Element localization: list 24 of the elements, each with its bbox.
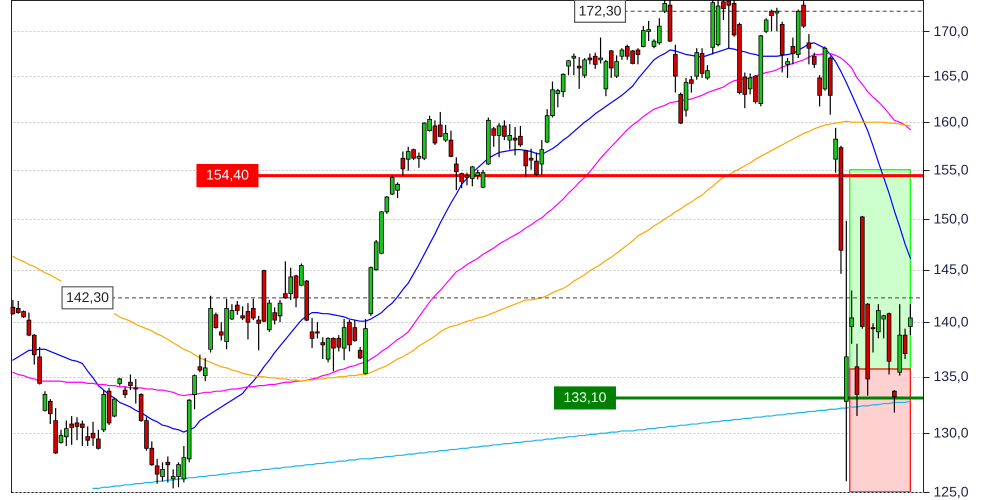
candlestick (572, 52, 576, 76)
y-tick-label: 145,0 (934, 261, 969, 278)
candlestick (849, 290, 854, 344)
candlestick (844, 220, 849, 482)
ref-line-label: 133,10 (564, 388, 607, 405)
y-tick-label: 150,0 (934, 210, 969, 226)
y-tick-label: 125,0 (934, 484, 969, 500)
y-tick-label: 155,0 (934, 161, 969, 178)
candlestick (166, 456, 170, 484)
y-tick-label: 130,0 (934, 424, 969, 441)
y-tick-label: 170,0 (934, 22, 969, 39)
y-tick-label: 165,0 (934, 68, 969, 84)
candlestick (133, 378, 138, 404)
candlestick (673, 44, 678, 94)
y-tick-label: 135,0 (934, 368, 969, 384)
candlestick (454, 156, 459, 191)
y-tick-label: 140,0 (934, 314, 969, 330)
y-tick-label: 160,0 (934, 114, 969, 130)
candlestick (812, 52, 817, 69)
candlestick (780, 21, 784, 74)
candlestick (854, 343, 860, 417)
ref-line-label: 154,40 (206, 166, 250, 183)
ref-line-label: 142,30 (66, 288, 110, 305)
ref-line-label: 172,30 (578, 2, 622, 18)
